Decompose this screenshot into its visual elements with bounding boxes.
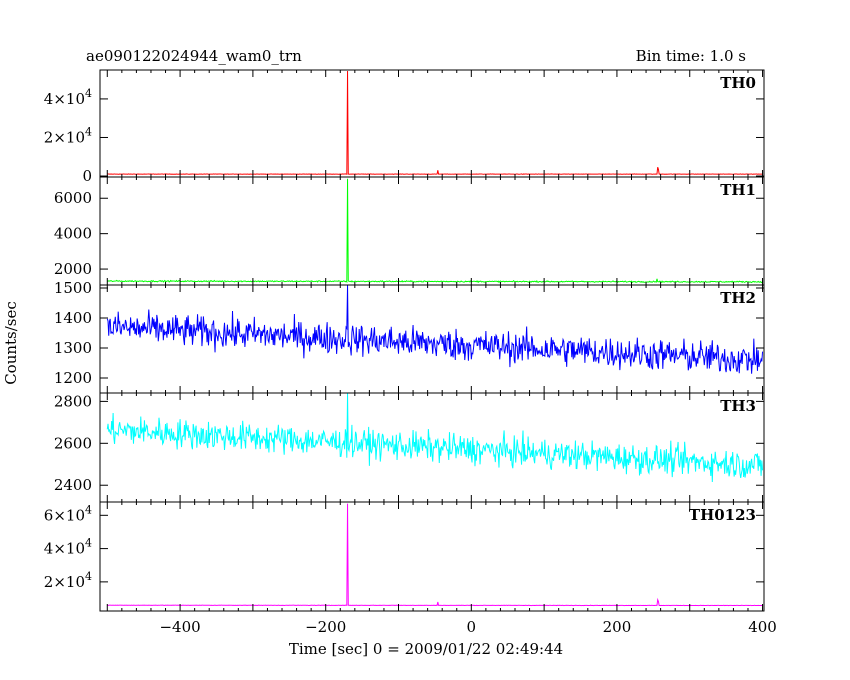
y-tick-label: 2400	[54, 476, 92, 494]
panel-frame	[99, 176, 765, 286]
y-tick-mantissa: 2×10	[44, 128, 85, 146]
y-tick-label: 2×104	[44, 125, 92, 146]
panel-th3: 2400 2600 2800 TH3	[54, 392, 765, 503]
y-axis-label: Counts/sec	[2, 301, 20, 385]
panel-title-th0: TH0	[720, 74, 756, 92]
series-line-th0	[107, 70, 763, 175]
series-line-th3	[106, 392, 764, 483]
y-tick-label: 6000	[54, 189, 92, 207]
x-tick-label: −200	[305, 618, 346, 636]
y-tick-label: 2800	[54, 392, 92, 410]
panel-title-th2: TH2	[720, 289, 756, 307]
y-tick-label: 0	[82, 167, 92, 185]
x-tick-label: 200	[603, 618, 632, 636]
panel-th1: 2000 4000 6000 TH1	[54, 176, 765, 286]
y-tick-label: 2000	[54, 260, 92, 278]
x-tick-label: −400	[159, 618, 200, 636]
y-tick-label: 1300	[54, 339, 92, 357]
y-tick-label: 2600	[54, 434, 92, 452]
x-tick-labels: −400 −200 0 200 400	[159, 618, 776, 636]
y-tick-mantissa: 6×10	[44, 506, 85, 524]
y-tick-exponent: 4	[85, 503, 92, 516]
x-tick-label: 400	[748, 618, 777, 636]
y-tick-mantissa: 4×10	[44, 540, 85, 558]
series-line-th0123	[107, 503, 763, 607]
panel-title-th1: TH1	[720, 181, 756, 199]
y-tick-exponent: 4	[85, 537, 92, 550]
y-tick-exponent: 4	[85, 125, 92, 138]
y-tick-exponent: 4	[85, 570, 92, 583]
y-tick-label: 6×104	[44, 503, 92, 524]
panel-title-th3: TH3	[720, 397, 756, 415]
x-tick-label: 0	[467, 618, 477, 636]
y-tick-label: 1200	[54, 369, 92, 387]
panel-frame	[99, 284, 765, 394]
series-line-th2	[106, 284, 764, 374]
panel-th2: 1200 1300 1400 1500 TH2	[54, 279, 765, 394]
y-tick-exponent: 4	[85, 87, 92, 100]
y-tick-label: 1400	[54, 309, 92, 327]
y-tick-mantissa: 4×10	[44, 90, 85, 108]
panel-frame	[99, 501, 765, 612]
y-tick-mantissa: 2×10	[44, 573, 85, 591]
series-line-th1	[107, 178, 763, 284]
y-tick-label: 4×104	[44, 87, 92, 108]
panel-frame	[99, 69, 765, 178]
y-tick-label: 4×104	[44, 537, 92, 558]
bin-time-label: Bin time: 1.0 s	[636, 47, 746, 65]
chart-title: ae090122024944_wam0_trn	[86, 47, 302, 65]
y-tick-label: 4000	[54, 225, 92, 243]
y-tick-label: 1500	[54, 279, 92, 297]
y-tick-label: 2×104	[44, 570, 92, 591]
x-axis-label: Time [sec] 0 = 2009/01/22 02:49:44	[289, 640, 563, 658]
panel-title-th0123: TH0123	[689, 506, 756, 524]
